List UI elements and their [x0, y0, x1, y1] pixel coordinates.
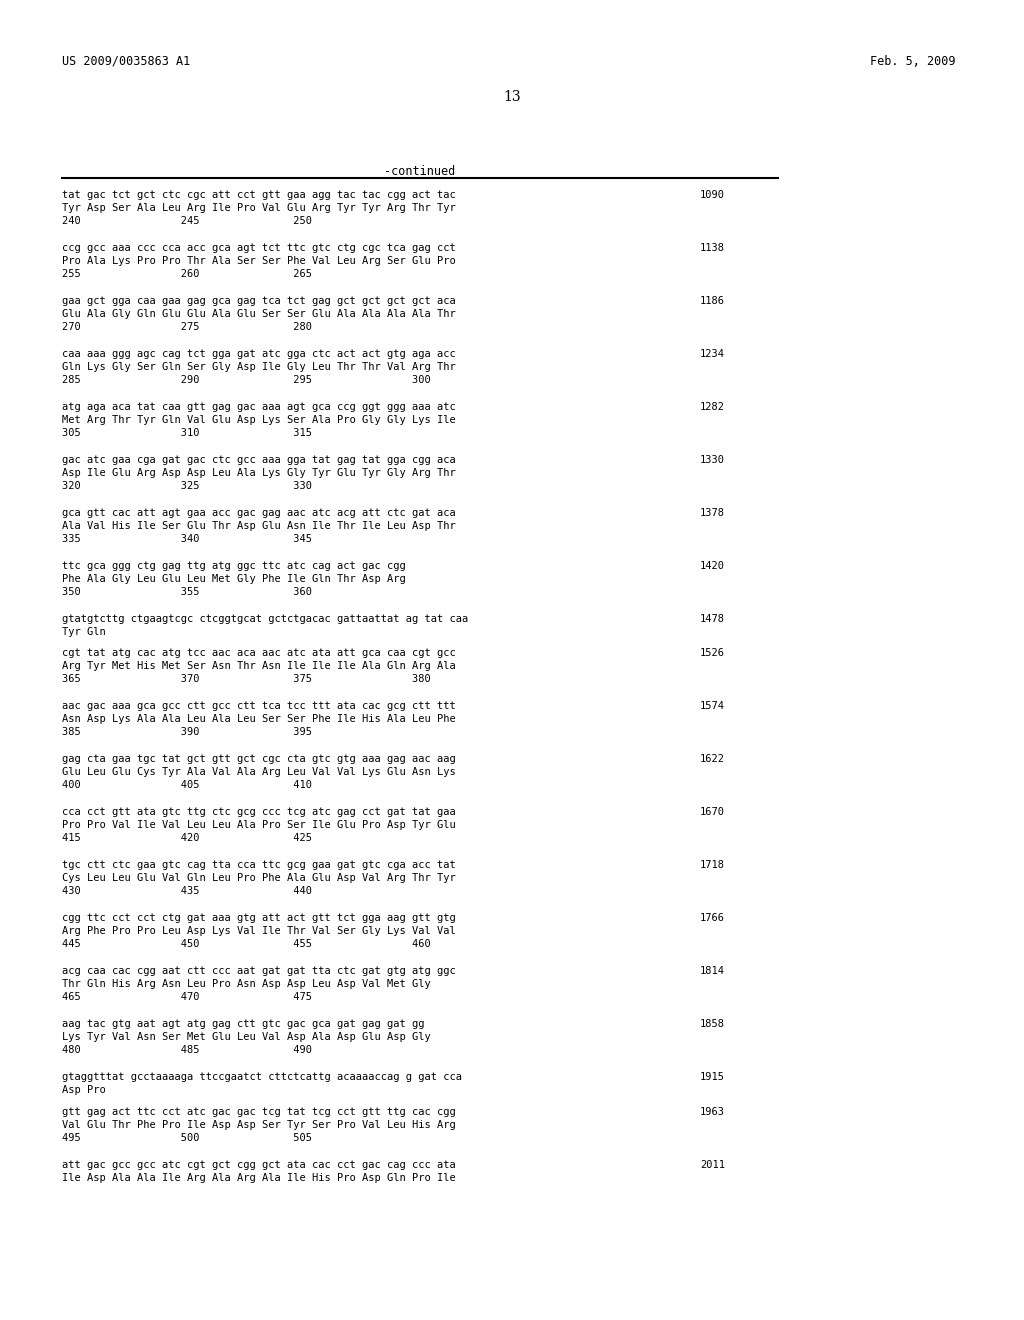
Text: Tyr Asp Ser Ala Leu Arg Ile Pro Val Glu Arg Tyr Tyr Arg Thr Tyr: Tyr Asp Ser Ala Leu Arg Ile Pro Val Glu … — [62, 203, 456, 213]
Text: cgt tat atg cac atg tcc aac aca aac atc ata att gca caa cgt gcc: cgt tat atg cac atg tcc aac aca aac atc … — [62, 648, 456, 659]
Text: Asp Ile Glu Arg Asp Asp Leu Ala Lys Gly Tyr Glu Tyr Gly Arg Thr: Asp Ile Glu Arg Asp Asp Leu Ala Lys Gly … — [62, 469, 456, 478]
Text: 1670: 1670 — [700, 808, 725, 817]
Text: att gac gcc gcc atc cgt gct cgg gct ata cac cct gac cag ccc ata: att gac gcc gcc atc cgt gct cgg gct ata … — [62, 1160, 456, 1170]
Text: caa aaa ggg agc cag tct gga gat atc gga ctc act act gtg aga acc: caa aaa ggg agc cag tct gga gat atc gga … — [62, 348, 456, 359]
Text: gag cta gaa tgc tat gct gtt gct cgc cta gtc gtg aaa gag aac aag: gag cta gaa tgc tat gct gtt gct cgc cta … — [62, 755, 456, 764]
Text: 335                340               345: 335 340 345 — [62, 535, 312, 544]
Text: 445                450               455                460: 445 450 455 460 — [62, 940, 431, 949]
Text: Asn Asp Lys Ala Ala Leu Ala Leu Ser Ser Phe Ile His Ala Leu Phe: Asn Asp Lys Ala Ala Leu Ala Leu Ser Ser … — [62, 714, 456, 725]
Text: 350                355               360: 350 355 360 — [62, 587, 312, 597]
Text: ttc gca ggg ctg gag ttg atg ggc ttc atc cag act gac cgg: ttc gca ggg ctg gag ttg atg ggc ttc atc … — [62, 561, 406, 572]
Text: tgc ctt ctc gaa gtc cag tta cca ttc gcg gaa gat gtc cga acc tat: tgc ctt ctc gaa gtc cag tta cca ttc gcg … — [62, 861, 456, 870]
Text: Pro Pro Val Ile Val Leu Leu Ala Pro Ser Ile Glu Pro Asp Tyr Glu: Pro Pro Val Ile Val Leu Leu Ala Pro Ser … — [62, 821, 456, 830]
Text: Pro Ala Lys Pro Pro Thr Ala Ser Ser Phe Val Leu Arg Ser Glu Pro: Pro Ala Lys Pro Pro Thr Ala Ser Ser Phe … — [62, 256, 456, 267]
Text: 1622: 1622 — [700, 755, 725, 764]
Text: 1186: 1186 — [700, 296, 725, 306]
Text: Phe Ala Gly Leu Glu Leu Met Gly Phe Ile Gln Thr Asp Arg: Phe Ala Gly Leu Glu Leu Met Gly Phe Ile … — [62, 574, 406, 583]
Text: 385                390               395: 385 390 395 — [62, 727, 312, 738]
Text: Asp Pro: Asp Pro — [62, 1085, 105, 1096]
Text: 270                275               280: 270 275 280 — [62, 322, 312, 333]
Text: 1814: 1814 — [700, 966, 725, 977]
Text: 400                405               410: 400 405 410 — [62, 780, 312, 791]
Text: 1915: 1915 — [700, 1072, 725, 1082]
Text: Arg Phe Pro Pro Leu Asp Lys Val Ile Thr Val Ser Gly Lys Val Val: Arg Phe Pro Pro Leu Asp Lys Val Ile Thr … — [62, 927, 456, 936]
Text: Ala Val His Ile Ser Glu Thr Asp Glu Asn Ile Thr Ile Leu Asp Thr: Ala Val His Ile Ser Glu Thr Asp Glu Asn … — [62, 521, 456, 531]
Text: gtt gag act ttc cct atc gac gac tcg tat tcg cct gtt ttg cac cgg: gtt gag act ttc cct atc gac gac tcg tat … — [62, 1106, 456, 1117]
Text: acg caa cac cgg aat ctt ccc aat gat gat tta ctc gat gtg atg ggc: acg caa cac cgg aat ctt ccc aat gat gat … — [62, 966, 456, 977]
Text: atg aga aca tat caa gtt gag gac aaa agt gca ccg ggt ggg aaa atc: atg aga aca tat caa gtt gag gac aaa agt … — [62, 403, 456, 412]
Text: Feb. 5, 2009: Feb. 5, 2009 — [870, 55, 955, 69]
Text: gtaggtttat gcctaaaaga ttccgaatct cttctcattg acaaaaccag g gat cca: gtaggtttat gcctaaaaga ttccgaatct cttctca… — [62, 1072, 462, 1082]
Text: -continued: -continued — [384, 165, 456, 178]
Text: cgg ttc cct cct ctg gat aaa gtg att act gtt tct gga aag gtt gtg: cgg ttc cct cct ctg gat aaa gtg att act … — [62, 913, 456, 924]
Text: 13: 13 — [503, 90, 521, 104]
Text: 1718: 1718 — [700, 861, 725, 870]
Text: 1963: 1963 — [700, 1106, 725, 1117]
Text: Glu Leu Glu Cys Tyr Ala Val Ala Arg Leu Val Val Lys Glu Asn Lys: Glu Leu Glu Cys Tyr Ala Val Ala Arg Leu … — [62, 767, 456, 777]
Text: 1858: 1858 — [700, 1019, 725, 1030]
Text: tat gac tct gct ctc cgc att cct gtt gaa agg tac tac cgg act tac: tat gac tct gct ctc cgc att cct gtt gaa … — [62, 190, 456, 201]
Text: Arg Tyr Met His Met Ser Asn Thr Asn Ile Ile Ile Ala Gln Arg Ala: Arg Tyr Met His Met Ser Asn Thr Asn Ile … — [62, 661, 456, 672]
Text: 1282: 1282 — [700, 403, 725, 412]
Text: 305                310               315: 305 310 315 — [62, 428, 312, 438]
Text: gaa gct gga caa gaa gag gca gag tca tct gag gct gct gct gct aca: gaa gct gga caa gaa gag gca gag tca tct … — [62, 296, 456, 306]
Text: aac gac aaa gca gcc ctt gcc ctt tca tcc ttt ata cac gcg ctt ttt: aac gac aaa gca gcc ctt gcc ctt tca tcc … — [62, 701, 456, 711]
Text: US 2009/0035863 A1: US 2009/0035863 A1 — [62, 55, 190, 69]
Text: 255                260               265: 255 260 265 — [62, 269, 312, 279]
Text: 415                420               425: 415 420 425 — [62, 833, 312, 843]
Text: 1478: 1478 — [700, 614, 725, 624]
Text: 480                485               490: 480 485 490 — [62, 1045, 312, 1056]
Text: Gln Lys Gly Ser Gln Ser Gly Asp Ile Gly Leu Thr Thr Val Arg Thr: Gln Lys Gly Ser Gln Ser Gly Asp Ile Gly … — [62, 362, 456, 372]
Text: 1526: 1526 — [700, 648, 725, 659]
Text: 495                500               505: 495 500 505 — [62, 1133, 312, 1143]
Text: 465                470               475: 465 470 475 — [62, 993, 312, 1002]
Text: 2011: 2011 — [700, 1160, 725, 1170]
Text: 1574: 1574 — [700, 701, 725, 711]
Text: gac atc gaa cga gat gac ctc gcc aaa gga tat gag tat gga cgg aca: gac atc gaa cga gat gac ctc gcc aaa gga … — [62, 455, 456, 465]
Text: Thr Gln His Arg Asn Leu Pro Asn Asp Asp Leu Asp Val Met Gly: Thr Gln His Arg Asn Leu Pro Asn Asp Asp … — [62, 979, 431, 990]
Text: Tyr Gln: Tyr Gln — [62, 627, 105, 638]
Text: 1378: 1378 — [700, 508, 725, 517]
Text: Val Glu Thr Phe Pro Ile Asp Asp Ser Tyr Ser Pro Val Leu His Arg: Val Glu Thr Phe Pro Ile Asp Asp Ser Tyr … — [62, 1119, 456, 1130]
Text: 1766: 1766 — [700, 913, 725, 924]
Text: Lys Tyr Val Asn Ser Met Glu Leu Val Asp Ala Asp Glu Asp Gly: Lys Tyr Val Asn Ser Met Glu Leu Val Asp … — [62, 1032, 431, 1043]
Text: 1138: 1138 — [700, 243, 725, 253]
Text: Met Arg Thr Tyr Gln Val Glu Asp Lys Ser Ala Pro Gly Gly Lys Ile: Met Arg Thr Tyr Gln Val Glu Asp Lys Ser … — [62, 414, 456, 425]
Text: 240                245               250: 240 245 250 — [62, 216, 312, 226]
Text: 285                290               295                300: 285 290 295 300 — [62, 375, 431, 385]
Text: ccg gcc aaa ccc cca acc gca agt tct ttc gtc ctg cgc tca gag cct: ccg gcc aaa ccc cca acc gca agt tct ttc … — [62, 243, 456, 253]
Text: Ile Asp Ala Ala Ile Arg Ala Arg Ala Ile His Pro Asp Gln Pro Ile: Ile Asp Ala Ala Ile Arg Ala Arg Ala Ile … — [62, 1172, 456, 1183]
Text: 1330: 1330 — [700, 455, 725, 465]
Text: Cys Leu Leu Glu Val Gln Leu Pro Phe Ala Glu Asp Val Arg Thr Tyr: Cys Leu Leu Glu Val Gln Leu Pro Phe Ala … — [62, 874, 456, 883]
Text: cca cct gtt ata gtc ttg ctc gcg ccc tcg atc gag cct gat tat gaa: cca cct gtt ata gtc ttg ctc gcg ccc tcg … — [62, 808, 456, 817]
Text: gtatgtcttg ctgaagtcgc ctcggtgcat gctctgacac gattaattat ag tat caa: gtatgtcttg ctgaagtcgc ctcggtgcat gctctga… — [62, 614, 468, 624]
Text: 1090: 1090 — [700, 190, 725, 201]
Text: 1420: 1420 — [700, 561, 725, 572]
Text: Glu Ala Gly Gln Glu Glu Ala Glu Ser Ser Glu Ala Ala Ala Ala Thr: Glu Ala Gly Gln Glu Glu Ala Glu Ser Ser … — [62, 309, 456, 319]
Text: 320                325               330: 320 325 330 — [62, 480, 312, 491]
Text: 430                435               440: 430 435 440 — [62, 887, 312, 896]
Text: aag tac gtg aat agt atg gag ctt gtc gac gca gat gag gat gg: aag tac gtg aat agt atg gag ctt gtc gac … — [62, 1019, 425, 1030]
Text: gca gtt cac att agt gaa acc gac gag aac atc acg att ctc gat aca: gca gtt cac att agt gaa acc gac gag aac … — [62, 508, 456, 517]
Text: 1234: 1234 — [700, 348, 725, 359]
Text: 365                370               375                380: 365 370 375 380 — [62, 675, 431, 684]
